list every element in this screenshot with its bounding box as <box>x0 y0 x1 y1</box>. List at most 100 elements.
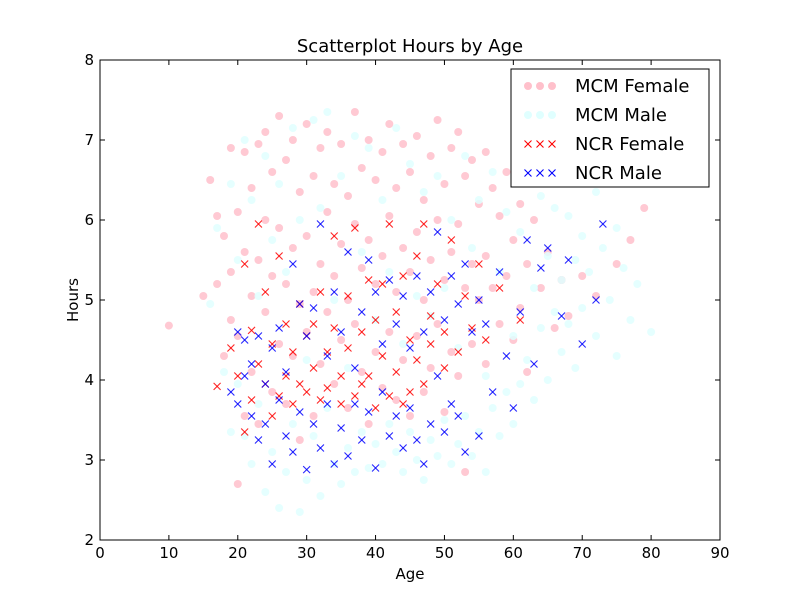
data-point <box>447 144 456 152</box>
data-point <box>357 368 366 376</box>
data-point <box>268 448 277 456</box>
data-point <box>295 408 304 416</box>
data-point <box>578 304 587 312</box>
data-point <box>330 288 339 296</box>
data-point <box>433 320 442 328</box>
data-point <box>337 328 346 336</box>
data-point <box>502 168 511 176</box>
data-point <box>412 292 421 300</box>
data-point <box>488 184 497 192</box>
data-point <box>419 460 428 468</box>
data-point <box>233 480 242 488</box>
data-point <box>378 280 387 288</box>
data-point <box>433 216 442 224</box>
legend-marker <box>524 169 532 177</box>
legend-box <box>510 68 710 188</box>
data-point <box>213 382 222 391</box>
data-point <box>433 116 442 124</box>
data-point <box>426 256 435 264</box>
data-point <box>275 224 284 232</box>
data-point-stroke-b <box>406 404 414 412</box>
data-point <box>282 468 290 476</box>
data-point <box>247 326 256 335</box>
data-point <box>406 344 414 352</box>
data-point <box>240 248 249 256</box>
data-point <box>226 388 235 396</box>
data-point-stroke-b <box>226 344 235 352</box>
data-points-layer <box>164 108 656 516</box>
data-point <box>392 124 401 132</box>
data-point-stroke-b <box>309 420 318 428</box>
data-point <box>323 308 332 316</box>
data-point <box>447 272 456 280</box>
data-point <box>226 268 235 276</box>
data-point <box>295 380 304 388</box>
data-point <box>371 404 380 412</box>
data-point-stroke-b <box>254 220 263 228</box>
data-point-stroke-b <box>247 326 256 335</box>
data-point <box>454 372 463 380</box>
data-point <box>357 380 366 388</box>
data-point <box>468 244 476 252</box>
data-point-stroke-b <box>323 384 332 392</box>
data-point <box>247 196 256 204</box>
data-point-stroke-b <box>233 400 242 408</box>
data-point <box>406 336 414 344</box>
data-point <box>199 292 208 300</box>
data-point <box>536 324 545 332</box>
data-point-stroke-b <box>392 320 401 328</box>
data-point <box>357 248 366 256</box>
data-point-stroke-b <box>461 292 470 300</box>
data-point-stroke-b <box>261 420 270 428</box>
data-point <box>461 172 470 180</box>
legend-marker-stroke-b <box>524 169 532 177</box>
data-point <box>440 180 449 188</box>
data-point <box>612 224 621 232</box>
data-point <box>323 208 332 216</box>
data-point <box>261 288 270 296</box>
data-point <box>440 276 449 284</box>
data-point <box>357 428 366 436</box>
data-point-stroke-b <box>371 316 380 324</box>
data-point <box>488 168 497 176</box>
data-point <box>261 128 270 136</box>
data-point-stroke-b <box>412 436 421 444</box>
data-point <box>612 352 621 360</box>
data-point-stroke-b <box>399 400 408 408</box>
data-point-stroke-b <box>385 220 394 228</box>
data-point <box>599 220 607 228</box>
legend-marker <box>536 111 544 119</box>
data-point-stroke-b <box>474 296 483 304</box>
data-point-stroke-b <box>275 324 284 332</box>
data-point <box>323 400 332 408</box>
data-point <box>275 504 284 512</box>
data-point <box>295 216 304 224</box>
data-point-stroke-b <box>240 428 249 436</box>
data-point <box>385 268 394 276</box>
data-point <box>516 316 525 324</box>
data-point <box>275 112 284 120</box>
data-point <box>406 428 414 436</box>
data-point-stroke-b <box>392 368 401 376</box>
data-point <box>502 272 511 280</box>
data-point <box>488 284 497 292</box>
data-point <box>385 328 394 336</box>
data-point <box>357 164 366 172</box>
legend-marker-stroke-b <box>524 140 532 148</box>
data-point-stroke-b <box>247 412 256 420</box>
data-point-stroke-b <box>240 336 249 344</box>
x-tick-label: 30 <box>297 544 316 562</box>
data-point <box>220 352 228 360</box>
data-point-stroke-b <box>337 424 346 432</box>
data-point <box>350 132 359 140</box>
data-point-stroke-b <box>302 332 311 340</box>
data-point <box>323 352 332 360</box>
data-point <box>530 396 538 404</box>
data-point <box>364 408 373 416</box>
y-tick-label: 6 <box>84 211 94 229</box>
data-point <box>288 124 297 132</box>
data-point-stroke-b <box>474 432 483 440</box>
data-point <box>392 288 401 296</box>
data-point <box>461 412 470 420</box>
